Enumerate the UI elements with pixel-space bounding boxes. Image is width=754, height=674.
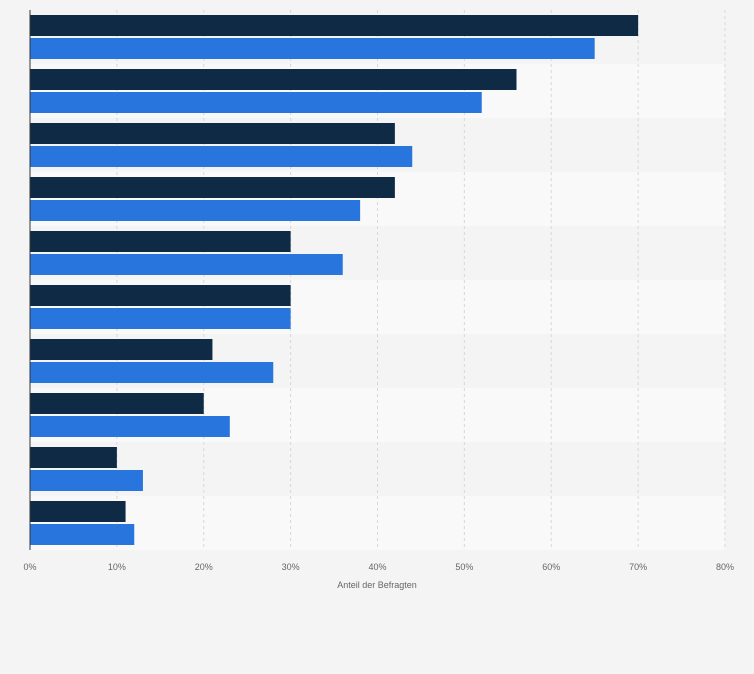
x-axis-label: Anteil der Befragten [337,580,417,590]
bar [30,416,230,437]
bar [30,92,482,113]
x-tick-label: 50% [455,562,473,572]
bars [30,15,639,545]
x-tick-labels: 0% 10% 20% 30% 40% 50% 60% 70% 80% [23,562,734,572]
bar [30,177,395,198]
bar [30,15,639,36]
x-tick-label: 30% [282,562,300,572]
x-tick-label: 40% [368,562,386,572]
bar [30,231,291,252]
bar [30,254,343,275]
bar [30,200,361,221]
bar [30,470,143,491]
bar [30,146,413,167]
bar [30,69,517,90]
bar [30,38,595,59]
x-tick-label: 10% [108,562,126,572]
x-tick-label: 0% [23,562,36,572]
bar [30,393,204,414]
x-tick-label: 60% [542,562,560,572]
bar [30,447,117,468]
bar [30,362,274,383]
x-tick-label: 20% [195,562,213,572]
bar [30,123,395,144]
bar [30,308,291,329]
x-tick-label: 80% [716,562,734,572]
bar [30,339,213,360]
bar [30,501,126,522]
bar [30,524,135,545]
x-tick-label: 70% [629,562,647,572]
bar [30,285,291,306]
